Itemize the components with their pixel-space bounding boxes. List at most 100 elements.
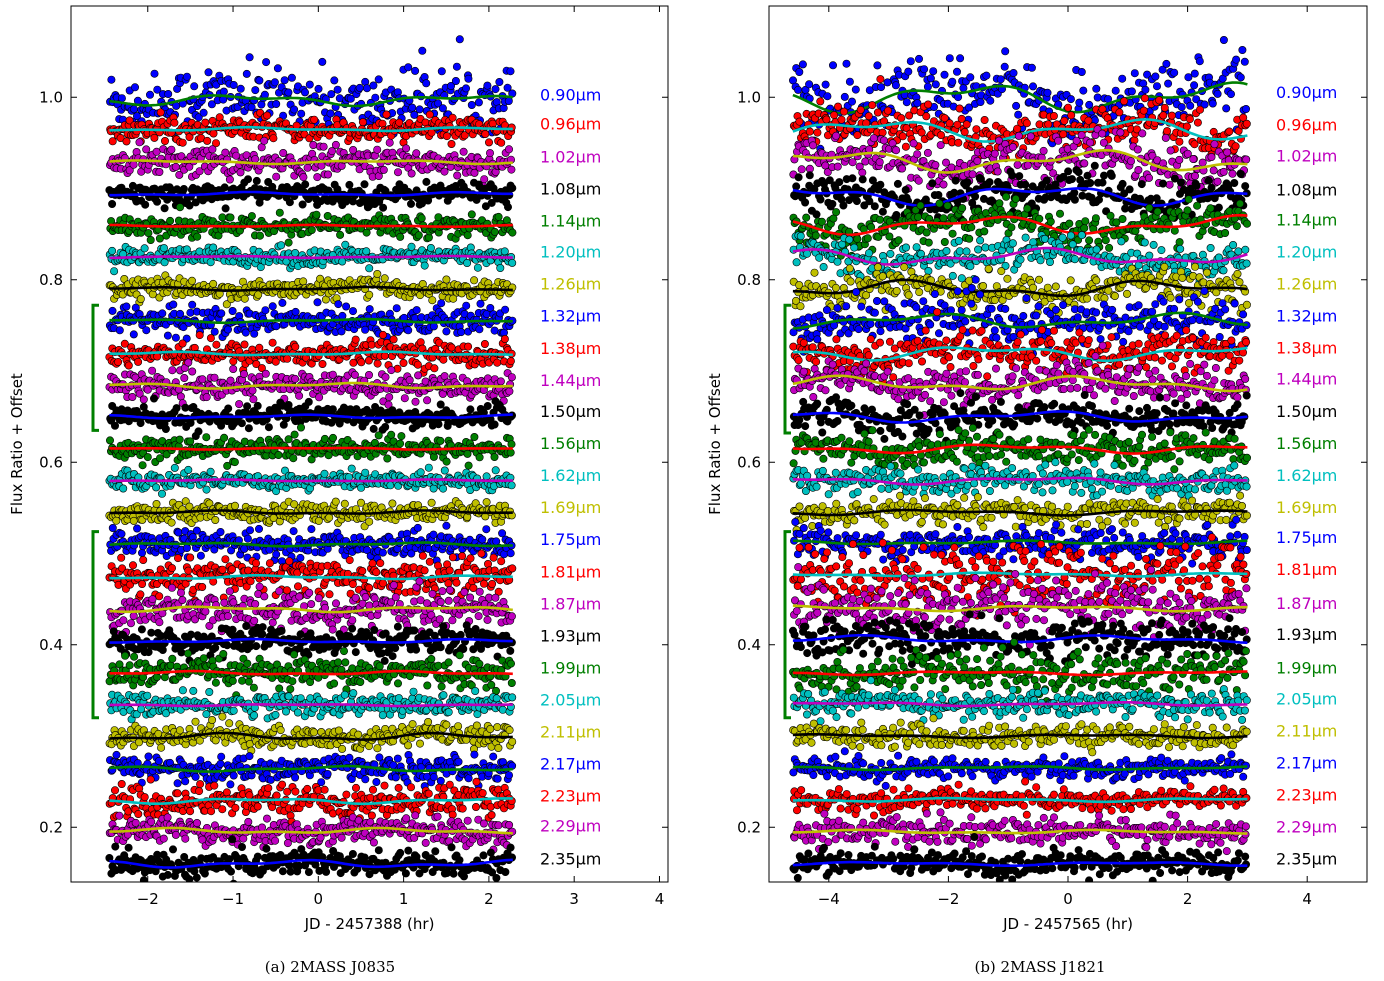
data-point <box>447 343 456 352</box>
data-point <box>119 616 128 625</box>
data-point <box>348 307 357 316</box>
data-point <box>418 46 427 55</box>
data-point <box>392 304 401 313</box>
data-point <box>220 183 229 192</box>
data-point <box>156 108 165 117</box>
data-point <box>301 180 310 189</box>
data-point <box>507 165 516 174</box>
fit-line <box>109 446 513 451</box>
data-point <box>364 370 373 379</box>
data-point <box>240 294 249 303</box>
data-point <box>155 592 164 601</box>
data-point <box>442 457 451 466</box>
data-point <box>325 590 334 599</box>
data-point <box>504 97 513 106</box>
data-point <box>273 64 282 73</box>
data-point <box>150 69 159 78</box>
series-12 <box>105 463 516 498</box>
data-point <box>434 99 443 108</box>
data-point <box>365 305 374 314</box>
data-point <box>148 366 157 375</box>
data-point <box>125 116 134 125</box>
data-point <box>305 80 314 89</box>
data-point <box>350 370 359 379</box>
data-point <box>448 553 457 562</box>
data-point <box>155 168 164 177</box>
data-point <box>176 392 185 401</box>
data-point <box>209 279 218 288</box>
data-point <box>318 359 327 368</box>
data-point <box>260 592 269 601</box>
data-point <box>340 499 349 508</box>
data-point <box>130 105 139 114</box>
data-point <box>291 307 300 316</box>
data-point <box>178 595 187 604</box>
data-point <box>229 357 238 366</box>
data-point <box>226 213 235 222</box>
data-point <box>358 566 367 575</box>
data-point <box>272 550 281 559</box>
data-point <box>504 145 513 154</box>
data-point <box>425 110 434 119</box>
data-point <box>324 451 333 460</box>
data-point <box>138 548 147 557</box>
data-point <box>466 405 475 414</box>
data-point <box>269 134 278 143</box>
data-point <box>242 69 251 78</box>
data-point <box>491 466 500 475</box>
data-point <box>463 449 472 458</box>
data-point <box>219 87 228 96</box>
data-point <box>110 267 119 276</box>
data-point <box>464 342 473 351</box>
data-point <box>470 276 479 285</box>
data-point <box>313 298 322 307</box>
data-point <box>168 583 177 592</box>
data-point <box>318 57 327 66</box>
data-point <box>373 269 382 278</box>
data-point <box>451 77 460 86</box>
data-point <box>152 147 161 156</box>
data-point <box>111 421 120 430</box>
data-point <box>138 461 147 470</box>
data-point <box>478 535 487 544</box>
data-point <box>480 339 489 348</box>
data-point <box>220 598 229 607</box>
data-point <box>477 549 486 558</box>
data-point <box>144 229 153 238</box>
data-point <box>501 305 510 314</box>
data-point <box>230 458 239 467</box>
data-point <box>240 340 249 349</box>
data-point <box>430 364 439 373</box>
data-point <box>462 301 471 310</box>
data-point <box>436 436 445 445</box>
data-point <box>348 580 357 589</box>
data-point <box>114 357 123 366</box>
data-point <box>328 405 337 414</box>
data-point <box>199 108 208 117</box>
data-point <box>385 138 394 147</box>
data-point <box>133 524 142 533</box>
data-point <box>336 230 345 239</box>
data-point <box>206 258 215 267</box>
data-point <box>108 523 117 532</box>
data-point <box>143 453 152 462</box>
data-point <box>224 404 233 413</box>
data-point <box>476 299 485 308</box>
data-point <box>495 78 504 87</box>
series-13 <box>105 497 516 531</box>
data-point <box>188 276 197 285</box>
data-point <box>315 393 324 402</box>
data-point <box>358 118 367 127</box>
data-point <box>314 516 323 525</box>
data-point <box>117 94 126 103</box>
data-point <box>299 277 308 286</box>
data-point <box>221 204 230 213</box>
data-point <box>362 247 371 256</box>
data-point <box>319 142 328 151</box>
data-point <box>404 326 413 335</box>
data-point <box>139 395 148 404</box>
data-point <box>429 322 438 331</box>
data-point <box>437 299 446 308</box>
data-point <box>369 424 378 433</box>
